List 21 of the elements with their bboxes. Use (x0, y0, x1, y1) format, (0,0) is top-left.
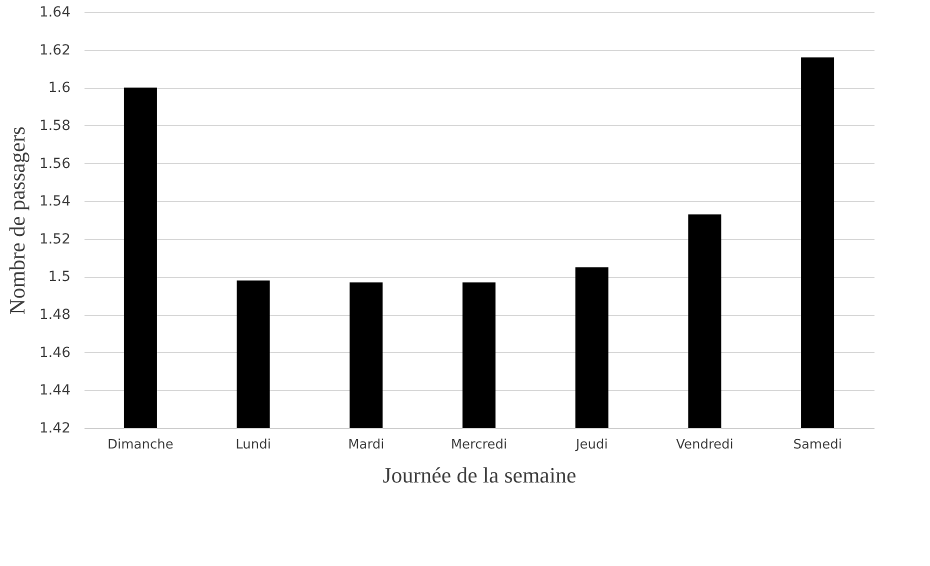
y-tick-label: 1.62 (39, 42, 70, 58)
x-tick-label: Samedi (793, 438, 842, 452)
y-tick-label: 1.42 (39, 420, 70, 436)
y-axis-title: Nombre de passagers (4, 126, 30, 315)
y-tick-label: 1.6 (48, 80, 71, 96)
y-tick-label: 1.48 (39, 307, 70, 324)
y-tick-label: 1.56 (39, 156, 71, 172)
y-tick-label: 1.58 (39, 118, 70, 134)
x-tick-label: Mercredi (450, 438, 508, 452)
x-tick-label: Jeudi (574, 438, 608, 452)
x-tick-label: Mardi (348, 438, 384, 452)
x-axis-title: Journée de la semaine (382, 462, 576, 488)
y-tick-label: 1.52 (39, 231, 70, 248)
y-tick-label: 1.54 (39, 194, 71, 210)
x-tick-label: Dimanche (107, 438, 174, 452)
y-tick-label: 1.64 (39, 4, 71, 20)
y-tick-label: 1.46 (39, 344, 71, 361)
x-tick-label: Vendredi (676, 438, 734, 452)
x-tick-label: Lundi (236, 438, 271, 452)
y-tick-label: 1.5 (48, 269, 70, 286)
y-tick-label: 1.44 (39, 382, 71, 399)
